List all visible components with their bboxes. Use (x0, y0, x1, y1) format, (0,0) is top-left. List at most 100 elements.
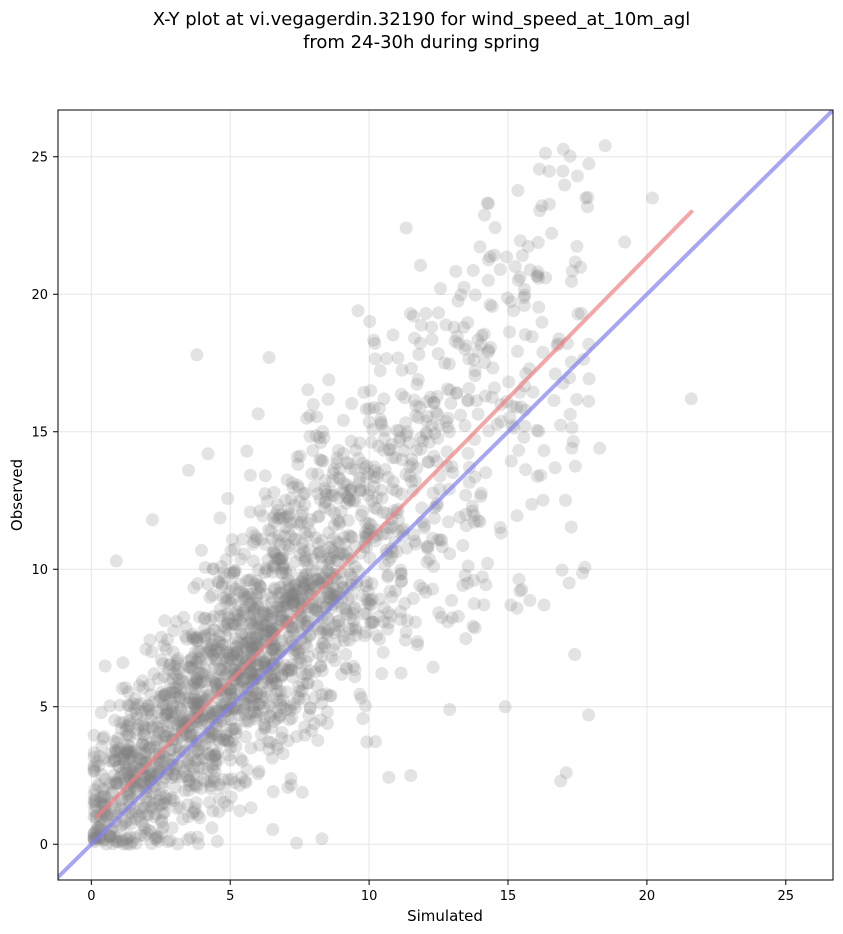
data-point (183, 730, 197, 743)
data-point (533, 162, 546, 176)
data-point (151, 705, 164, 719)
data-point (253, 738, 267, 752)
data-point (547, 394, 561, 407)
data-point (136, 681, 150, 695)
data-point (525, 330, 539, 344)
data-point (481, 556, 494, 570)
data-point (461, 446, 475, 460)
data-point (294, 509, 308, 522)
data-point (511, 184, 525, 197)
data-point (361, 467, 375, 480)
data-point (217, 670, 230, 684)
data-point (433, 533, 447, 547)
data-point (129, 707, 143, 721)
data-point (355, 504, 369, 518)
data-point (479, 578, 493, 592)
data-point (564, 520, 578, 534)
data-point (175, 674, 189, 688)
data-point (116, 656, 130, 670)
data-point (200, 646, 214, 660)
data-point (438, 356, 452, 370)
data-point (273, 580, 287, 594)
data-point (261, 553, 275, 567)
y-tick-label: 5 (40, 700, 48, 715)
data-point (291, 645, 305, 658)
data-point (257, 718, 271, 732)
data-point (180, 757, 194, 771)
data-point (178, 686, 192, 700)
data-point (198, 612, 211, 626)
data-point (189, 676, 203, 690)
data-point (290, 584, 304, 598)
data-point (483, 298, 497, 312)
data-point (225, 617, 239, 631)
data-point (299, 609, 313, 623)
data-point (427, 449, 441, 463)
data-point (500, 250, 514, 264)
data-point (414, 318, 428, 332)
data-point (187, 581, 201, 595)
data-point (108, 753, 122, 767)
data-point (108, 744, 122, 758)
data-point (164, 657, 178, 671)
data-point (137, 723, 151, 737)
data-point (511, 344, 524, 358)
fit-lines (58, 110, 833, 880)
data-point (303, 664, 317, 678)
data-point (478, 389, 492, 403)
data-point (181, 756, 195, 770)
data-point (282, 522, 296, 536)
data-point (554, 774, 568, 788)
data-point (298, 554, 311, 568)
data-point (260, 587, 274, 601)
data-point (510, 400, 524, 414)
data-point (262, 651, 276, 665)
data-point (159, 708, 173, 722)
data-point (206, 648, 220, 662)
data-point (478, 356, 492, 370)
data-point (242, 714, 256, 728)
data-point (530, 269, 544, 283)
data-point (377, 431, 391, 445)
data-point (272, 600, 285, 614)
data-point (531, 269, 545, 283)
data-point (512, 443, 526, 457)
data-point (126, 764, 140, 778)
data-point (240, 763, 254, 777)
data-point (249, 626, 263, 640)
data-point (161, 734, 175, 748)
data-point (216, 638, 230, 652)
data-point (216, 773, 230, 786)
data-point (419, 307, 433, 320)
data-point (271, 498, 284, 512)
data-point (340, 478, 354, 492)
data-point (243, 616, 257, 630)
data-point (309, 429, 323, 443)
data-point (556, 142, 570, 156)
x-axis-label: Simulated (407, 907, 483, 925)
data-point (483, 250, 497, 264)
data-point (91, 820, 105, 834)
data-point (87, 763, 101, 777)
data-point (250, 629, 264, 643)
data-point (466, 263, 480, 277)
data-point (138, 829, 151, 843)
data-point (112, 759, 126, 773)
data-point (157, 796, 171, 810)
data-point (359, 699, 372, 713)
data-point (191, 830, 204, 844)
data-point (394, 567, 408, 581)
data-point (355, 588, 369, 602)
data-point (518, 328, 532, 342)
data-point (451, 609, 465, 623)
data-point (197, 623, 211, 636)
data-point (308, 479, 322, 493)
data-point (258, 624, 272, 637)
data-point (233, 804, 247, 818)
data-point (109, 743, 123, 757)
data-point (197, 762, 211, 775)
data-point (310, 603, 323, 617)
data-point (244, 632, 258, 646)
data-point (343, 493, 357, 507)
data-point (132, 718, 146, 732)
